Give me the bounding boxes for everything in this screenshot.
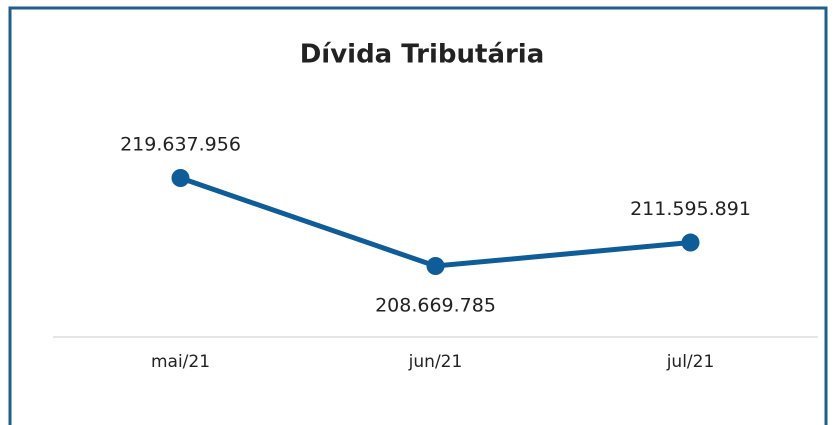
- x-tick-label: mai/21: [151, 352, 210, 372]
- x-tick-label: jun/21: [408, 352, 463, 372]
- line: [179, 175, 691, 269]
- data-label: 219.637.956: [120, 134, 241, 156]
- chart-title: Dívida Tributária: [300, 40, 545, 70]
- marker: [171, 169, 190, 187]
- marker: [681, 233, 700, 252]
- marker: [426, 257, 445, 275]
- x-tick-label: jul/21: [666, 352, 715, 372]
- data-label: 211.595.891: [630, 198, 751, 220]
- data-label: 208.669.785: [375, 295, 496, 317]
- frame: [8, 6, 828, 425]
